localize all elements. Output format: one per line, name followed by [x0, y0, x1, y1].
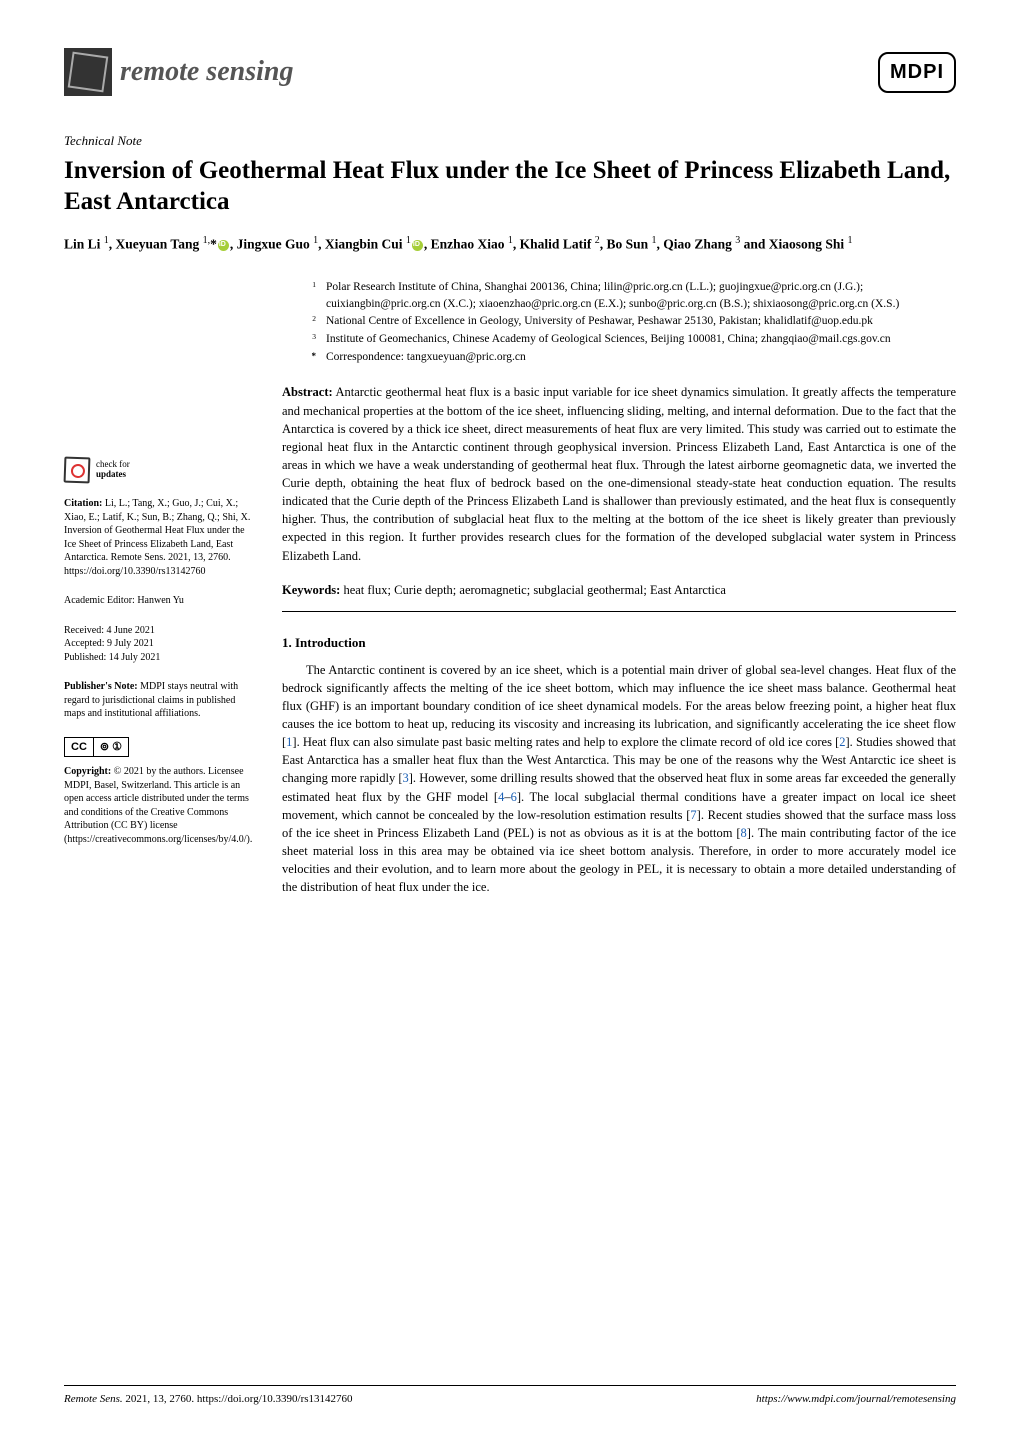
journal-name: remote sensing: [120, 52, 293, 93]
ref-link[interactable]: 6: [511, 790, 517, 804]
sidebar: check for updates Citation: Li, L.; Tang…: [64, 279, 254, 896]
divider: [282, 611, 956, 612]
keywords-text: heat flux; Curie depth; aeromagnetic; su…: [343, 583, 726, 597]
affil-marker: 3: [306, 331, 316, 348]
citation-block: Citation: Li, L.; Tang, X.; Guo, J.; Cui…: [64, 497, 254, 578]
check-updates-text: check for updates: [96, 460, 130, 480]
received-date: 4 June 2021: [106, 625, 154, 636]
authors-line: Lin Li 1, Xueyuan Tang 1,*, Jingxue Guo …: [64, 233, 956, 255]
article-type: Technical Note: [64, 132, 956, 151]
ref-link[interactable]: 7: [690, 808, 696, 822]
ref-link[interactable]: 4: [498, 790, 504, 804]
ref-link[interactable]: 1: [286, 735, 292, 749]
check-updates-icon: [64, 457, 91, 484]
affil-text: National Centre of Excellence in Geology…: [326, 313, 873, 330]
check-updates-line1: check for: [96, 459, 130, 469]
affil-marker: *: [306, 349, 316, 366]
citation-text: Li, L.; Tang, X.; Guo, J.; Cui, X.; Xiao…: [64, 498, 250, 577]
pubnote-label: Publisher's Note:: [64, 681, 138, 692]
affiliations: 1 Polar Research Institute of China, Shan…: [282, 279, 956, 365]
intro-paragraph: The Antarctic continent is covered by an…: [282, 661, 956, 897]
dates-block: Received: 4 June 2021 Accepted: 9 July 2…: [64, 624, 254, 665]
accepted-label: Accepted:: [64, 638, 105, 649]
footer: Remote Sens. 2021, 13, 2760. https://doi…: [64, 1385, 956, 1408]
publisher-note-block: Publisher's Note: MDPI stays neutral wit…: [64, 680, 254, 721]
copyright-label: Copyright:: [64, 766, 111, 777]
orcid-icon: [218, 240, 229, 251]
journal-logo: remote sensing: [64, 48, 293, 96]
copyright-text: © 2021 by the authors. Licensee MDPI, Ba…: [64, 766, 252, 845]
keywords: Keywords: heat flux; Curie depth; aeroma…: [282, 581, 956, 599]
affiliation-row: * Correspondence: tangxueyuan@pric.org.cn: [306, 349, 956, 366]
ref-link[interactable]: 8: [741, 826, 747, 840]
affil-text: Correspondence: tangxueyuan@pric.org.cn: [326, 349, 526, 366]
section-heading: 1. Introduction: [282, 634, 956, 653]
published-label: Published:: [64, 652, 106, 663]
published-date: 14 July 2021: [109, 652, 161, 663]
affil-text: Institute of Geomechanics, Chinese Acade…: [326, 331, 891, 348]
ref-link[interactable]: 3: [403, 771, 409, 785]
citation-label: Citation:: [64, 498, 102, 509]
editor-name: Hanwen Yu: [137, 595, 184, 606]
publisher-logo: MDPI: [878, 52, 956, 93]
main-column: 1 Polar Research Institute of China, Shan…: [282, 279, 956, 896]
copyright-block: Copyright: © 2021 by the authors. Licens…: [64, 765, 254, 846]
footer-citation: 2021, 13, 2760. https://doi.org/10.3390/…: [125, 1393, 352, 1405]
ref-link[interactable]: 2: [839, 735, 845, 749]
check-for-updates[interactable]: check for updates: [64, 457, 254, 483]
header: remote sensing MDPI: [64, 48, 956, 96]
affil-marker: 1: [306, 279, 316, 312]
footer-journal: Remote Sens.: [64, 1393, 123, 1405]
cc-by-badge[interactable]: CC ⊚ ①: [64, 737, 129, 758]
editor-block: Academic Editor: Hanwen Yu: [64, 594, 254, 608]
footer-left: Remote Sens. 2021, 13, 2760. https://doi…: [64, 1392, 353, 1408]
cc-badge-left: CC: [65, 738, 94, 757]
article-title: Inversion of Geothermal Heat Flux under …: [64, 155, 956, 218]
affiliation-row: 1 Polar Research Institute of China, Shan…: [306, 279, 956, 312]
accepted-date: 9 July 2021: [107, 638, 154, 649]
check-updates-line2: updates: [96, 469, 126, 479]
journal-logo-icon: [64, 48, 112, 96]
footer-rest: 2021, 13, 2760. https://doi.org/10.3390/…: [125, 1393, 352, 1405]
affil-text: Polar Research Institute of China, Shang…: [326, 279, 956, 312]
orcid-icon: [412, 240, 423, 251]
abstract-text: Antarctic geothermal heat flux is a basi…: [282, 385, 956, 562]
affil-marker: 2: [306, 313, 316, 330]
affiliation-row: 2 National Centre of Excellence in Geolog…: [306, 313, 956, 330]
affiliation-row: 3 Institute of Geomechanics, Chinese Acad…: [306, 331, 956, 348]
cc-badge-right: ⊚ ①: [94, 738, 128, 757]
abstract: Abstract: Antarctic geothermal heat flux…: [282, 383, 956, 564]
abstract-label: Abstract:: [282, 385, 333, 399]
received-label: Received:: [64, 625, 104, 636]
editor-label: Academic Editor:: [64, 595, 135, 606]
footer-right: https://www.mdpi.com/journal/remotesensi…: [756, 1392, 956, 1408]
keywords-label: Keywords:: [282, 583, 340, 597]
